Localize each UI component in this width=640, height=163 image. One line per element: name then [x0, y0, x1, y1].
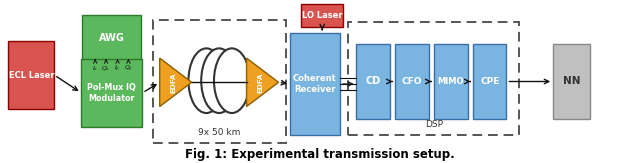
FancyBboxPatch shape — [348, 22, 519, 135]
Text: NN: NN — [563, 76, 580, 87]
Text: EDFA: EDFA — [170, 72, 176, 93]
Ellipse shape — [214, 48, 250, 113]
Text: LO Laser: LO Laser — [302, 11, 342, 20]
Text: $I_y$: $I_y$ — [115, 64, 121, 74]
FancyBboxPatch shape — [356, 44, 390, 119]
FancyBboxPatch shape — [83, 15, 141, 60]
Text: $I_x$: $I_x$ — [92, 64, 99, 73]
Text: CD: CD — [365, 76, 381, 87]
Text: AWG: AWG — [99, 33, 125, 43]
Text: ECL Laser: ECL Laser — [8, 71, 54, 80]
FancyBboxPatch shape — [396, 44, 429, 119]
FancyBboxPatch shape — [553, 44, 590, 119]
FancyBboxPatch shape — [435, 44, 467, 119]
Text: 9x 50 km: 9x 50 km — [198, 128, 240, 137]
Text: Pol-Mux IQ
Modulator: Pol-Mux IQ Modulator — [88, 83, 136, 103]
FancyBboxPatch shape — [8, 41, 54, 109]
Text: Coherent
Receiver: Coherent Receiver — [293, 74, 337, 94]
Text: $Q_x$: $Q_x$ — [101, 64, 111, 73]
Text: EDFA: EDFA — [257, 72, 263, 93]
Ellipse shape — [188, 48, 224, 113]
FancyBboxPatch shape — [153, 20, 285, 143]
Text: DSP: DSP — [425, 120, 443, 129]
FancyBboxPatch shape — [473, 44, 506, 119]
Text: CPE: CPE — [480, 77, 500, 86]
Text: $Q_y$: $Q_y$ — [124, 64, 133, 74]
Text: MIMO: MIMO — [438, 77, 464, 86]
Polygon shape — [160, 58, 191, 107]
FancyBboxPatch shape — [301, 4, 343, 27]
Polygon shape — [246, 58, 278, 107]
FancyBboxPatch shape — [290, 33, 340, 135]
FancyBboxPatch shape — [81, 59, 143, 127]
Text: CFO: CFO — [402, 77, 422, 86]
Text: Fig. 1: Experimental transmission setup.: Fig. 1: Experimental transmission setup. — [185, 148, 455, 161]
Ellipse shape — [201, 48, 237, 113]
